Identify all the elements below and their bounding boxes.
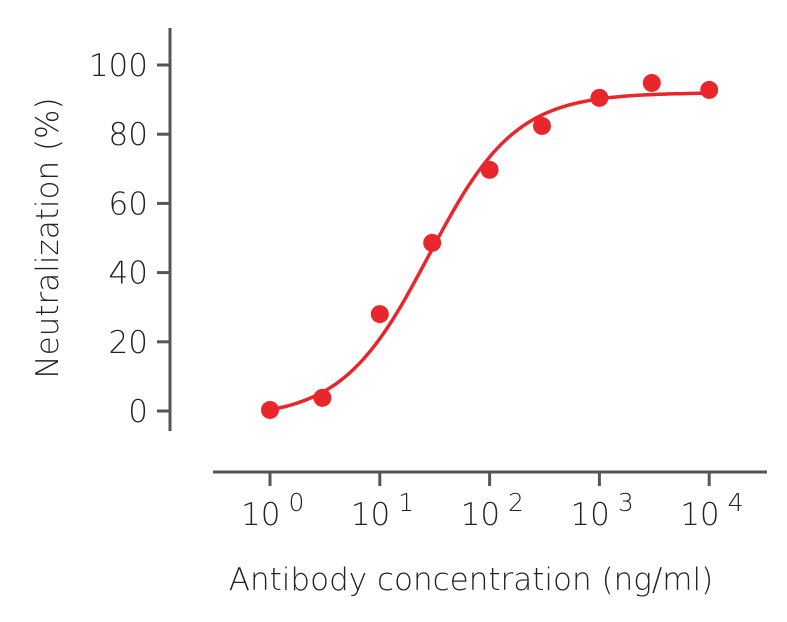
- y-tick-label: 20: [109, 325, 148, 361]
- y-tick-label: 80: [109, 117, 148, 153]
- y-tick-label: 40: [109, 256, 148, 292]
- y-tick-label: 60: [109, 186, 148, 222]
- x-tick-label: 10 1: [351, 488, 414, 533]
- data-point: [590, 88, 609, 107]
- x-tick-label: 10 0: [241, 488, 304, 533]
- data-point: [700, 80, 719, 99]
- data-point: [480, 160, 499, 179]
- x-tick-label: 10 4: [680, 488, 743, 533]
- data-point: [532, 116, 551, 135]
- data-point: [370, 305, 389, 324]
- data-point: [423, 233, 442, 252]
- x-tick-label: 10 3: [570, 488, 633, 533]
- data-point: [642, 73, 661, 92]
- data-point: [313, 388, 332, 407]
- x-axis-label: Antibody concentration (ng/ml): [229, 562, 713, 598]
- fit-curve: [269, 91, 710, 412]
- y-tick-label: 100: [89, 48, 148, 84]
- y-tick-label: 0: [128, 394, 148, 430]
- data-point: [261, 400, 279, 419]
- x-tick-label: 10 2: [461, 488, 524, 533]
- y-axis-label: Neutralization (%): [30, 97, 66, 378]
